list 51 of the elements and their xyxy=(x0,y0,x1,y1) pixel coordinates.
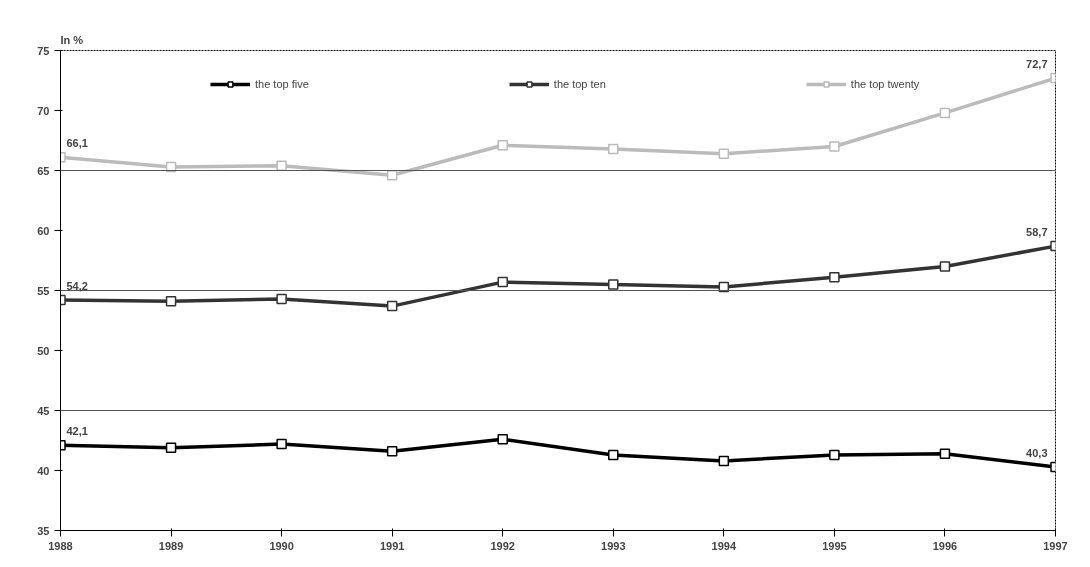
data-label: 72,7 xyxy=(1026,58,1048,71)
point xyxy=(497,434,508,445)
point xyxy=(829,272,840,283)
point xyxy=(939,107,951,119)
x-tick-label: 1989 xyxy=(158,539,184,552)
legend-label: the top five xyxy=(255,78,309,90)
point xyxy=(276,438,287,450)
x-tick-label: 1996 xyxy=(932,539,958,552)
y-tick-label: 60 xyxy=(37,224,50,237)
data-label: 66,1 xyxy=(66,137,88,150)
point xyxy=(497,276,508,288)
y-tick-label: 55 xyxy=(37,284,50,297)
point xyxy=(608,279,619,290)
x-tick-label: 1997 xyxy=(1043,539,1068,552)
point xyxy=(165,442,177,453)
point xyxy=(939,448,951,459)
point xyxy=(276,293,287,305)
y-tick-label: 45 xyxy=(37,404,50,417)
data-label: 58,7 xyxy=(1026,226,1048,239)
point xyxy=(608,449,619,461)
point xyxy=(608,143,619,155)
y-tick-label: 75 xyxy=(37,44,50,57)
point xyxy=(829,141,840,152)
y-tick-label: 50 xyxy=(37,344,50,357)
point xyxy=(165,296,177,307)
x-tick-label: 1988 xyxy=(48,539,73,552)
point xyxy=(386,300,398,312)
x-tick-label: 1991 xyxy=(379,539,405,552)
point xyxy=(386,446,398,457)
y-tick-label: 65 xyxy=(37,164,50,177)
data-label: 42,1 xyxy=(66,425,88,438)
point xyxy=(939,261,951,272)
x-tick-label: 1994 xyxy=(711,539,737,552)
legend-label: the top ten xyxy=(553,78,606,90)
point xyxy=(276,160,287,171)
x-tick-label: 1990 xyxy=(269,539,294,552)
legend-label: the top twenty xyxy=(850,78,920,90)
y-tick-label: 40 xyxy=(37,464,50,477)
data-label: 54,2 xyxy=(66,280,88,293)
point xyxy=(497,140,508,151)
data-label: 40,3 xyxy=(1026,446,1048,459)
point xyxy=(718,148,730,159)
x-tick-label: 1993 xyxy=(601,539,626,552)
y-tick-label: 35 xyxy=(37,524,50,537)
point xyxy=(718,455,730,467)
x-tick-label: 1992 xyxy=(490,539,515,552)
y-tick-label: 70 xyxy=(37,104,50,117)
x-tick-label: 1995 xyxy=(822,539,847,552)
y-axis-title: In % xyxy=(60,33,84,46)
point xyxy=(829,449,840,461)
point xyxy=(386,170,398,181)
